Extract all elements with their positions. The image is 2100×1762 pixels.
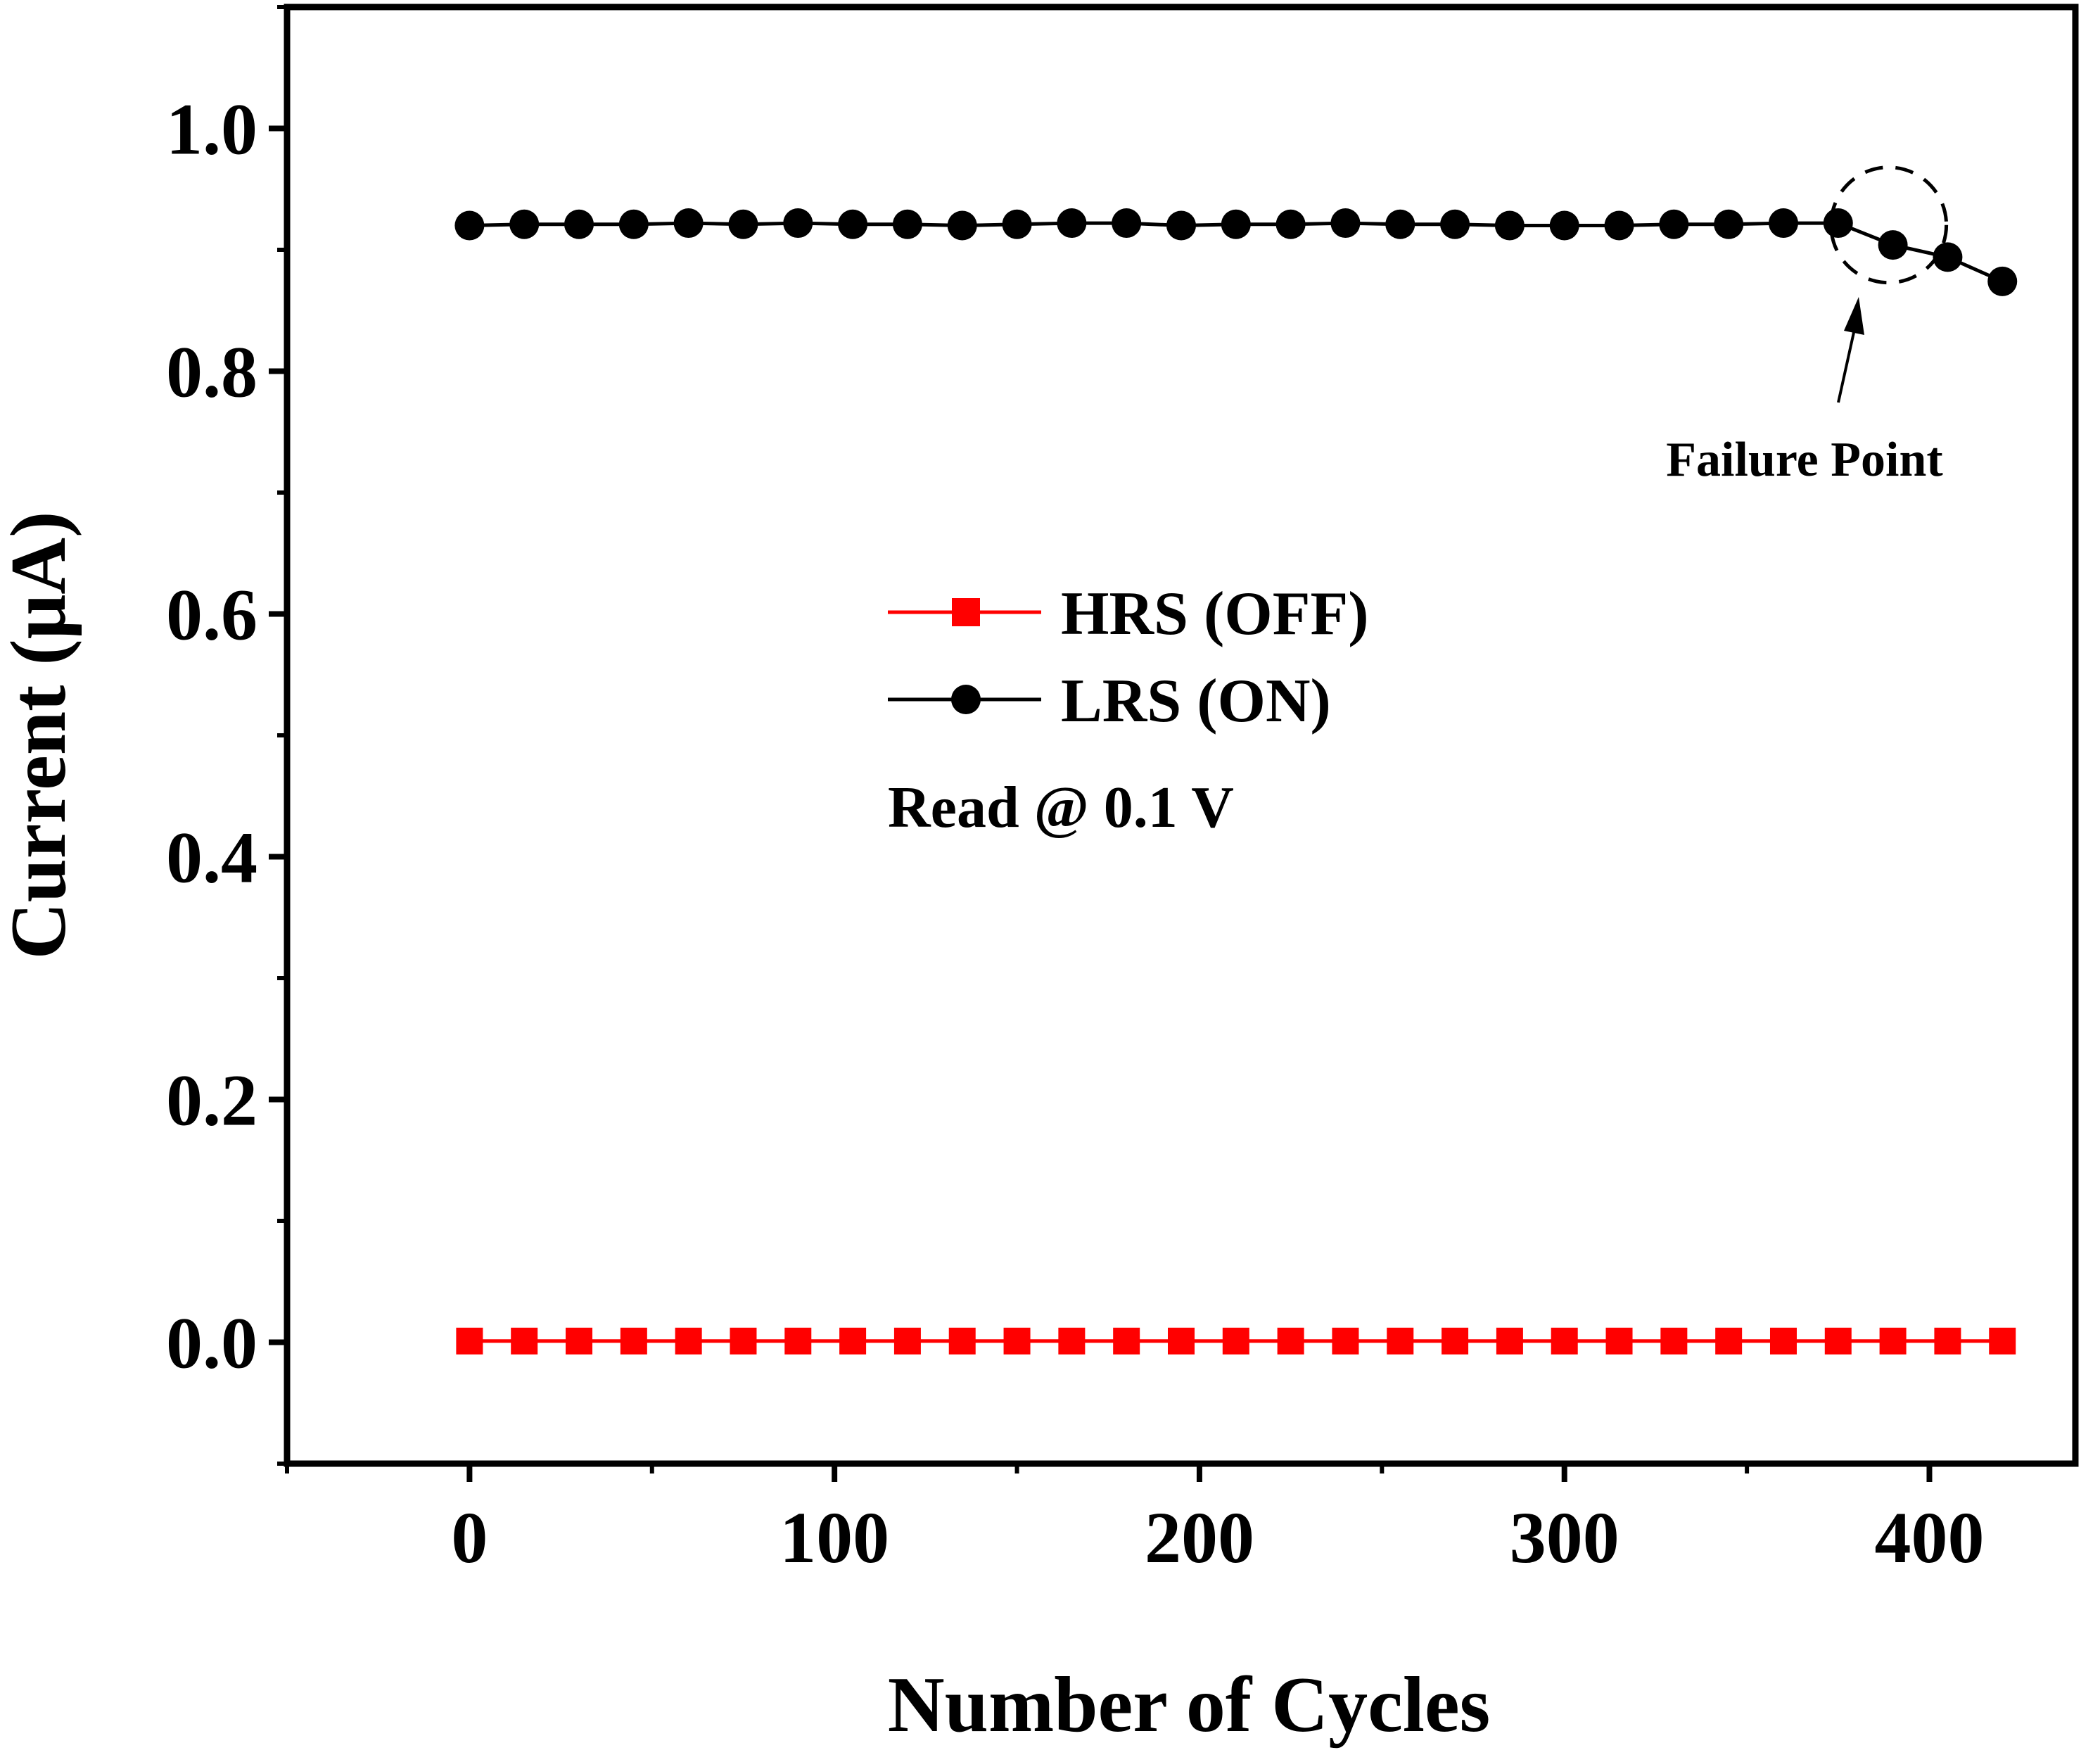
data-point [1440,209,1470,239]
data-point [1221,209,1251,239]
data-point [1496,1327,1523,1355]
data-point [620,1327,647,1355]
series-layer [454,208,2018,1355]
read-voltage-note: Read @ 0.1 V [888,775,1234,840]
data-point [1659,209,1689,239]
data-point [566,1327,593,1355]
data-point [1989,1327,2016,1355]
failure-highlight-circle [1829,165,1949,285]
legend-marker [952,598,980,626]
data-point [1878,230,1908,260]
data-point [564,209,594,239]
data-point [1387,1327,1414,1355]
data-point [1002,209,1032,239]
data-point [1551,1327,1578,1355]
data-point [1769,1327,1797,1355]
y-tick-label: 0.8 [166,332,257,413]
data-point [1604,210,1634,241]
legend-marker [951,685,981,714]
data-point [1879,1327,1907,1355]
data-point [947,210,977,241]
data-point [456,1327,483,1355]
data-point [728,209,758,239]
data-point [673,208,704,239]
data-point [618,209,649,239]
data-point [1549,210,1579,241]
x-tick-label: 200 [1145,1497,1254,1578]
failure-arrow-head [1844,297,1864,335]
data-point [948,1327,976,1355]
data-point [1277,1327,1304,1355]
data-point [784,1327,812,1355]
data-point [893,1327,921,1355]
legend-label: LRS (ON) [1061,667,1331,735]
data-point [509,209,540,239]
legend-label: HRS (OFF) [1061,580,1369,648]
data-point [1823,208,1853,239]
data-point [1494,210,1525,241]
data-point [1113,1327,1140,1355]
x-tick-label: 0 [451,1497,488,1578]
data-point [892,209,922,239]
x-axis-title: Number of Cycles [888,1661,1490,1749]
data-point [1058,1327,1086,1355]
y-tick-label: 0.2 [166,1060,257,1141]
data-point [783,208,813,239]
x-axis-ticks: 0 100 200 300 400 [285,1464,1984,1578]
legend: HRS (OFF) LRS (ON) Read @ 0.1 V [888,580,1369,840]
data-point [1332,1327,1359,1355]
data-point [1715,1327,1743,1355]
data-point [675,1327,702,1355]
data-point [1824,1327,1852,1355]
failure-arrow-shaft [1837,329,1856,403]
data-point [1385,209,1415,239]
data-point [454,210,485,241]
data-point [1768,208,1798,239]
data-point [1933,242,1963,272]
x-tick-label: 100 [779,1497,889,1578]
y-tick-label: 0.6 [166,575,257,656]
annotation-layer: Failure Point [1666,165,1949,487]
y-tick-label: 1.0 [166,89,257,170]
x-tick-label: 400 [1874,1497,1984,1578]
data-point [1222,1327,1249,1355]
data-point [1057,208,1087,239]
data-point [839,1327,867,1355]
data-point [1660,1327,1688,1355]
data-point [1166,210,1196,241]
y-axis-title: Current (μA) [0,512,82,960]
y-axis-ticks: 0.0 0.2 0.4 0.6 0.8 1.0 [166,5,287,1466]
data-point [1003,1327,1031,1355]
data-point [1934,1327,1961,1355]
data-point [1112,208,1142,239]
data-point [730,1327,757,1355]
data-point [1605,1327,1633,1355]
data-point [1330,208,1361,239]
data-point [511,1327,538,1355]
data-point [1714,209,1744,239]
x-tick-label: 300 [1510,1497,1619,1578]
y-tick-label: 0.4 [166,818,257,899]
data-point [1442,1327,1469,1355]
data-point [1275,209,1306,239]
y-tick-label: 0.0 [166,1303,257,1384]
failure-point-label: Failure Point [1666,433,1942,487]
data-point [838,209,868,239]
data-point [1987,266,2018,296]
data-point [1168,1327,1195,1355]
